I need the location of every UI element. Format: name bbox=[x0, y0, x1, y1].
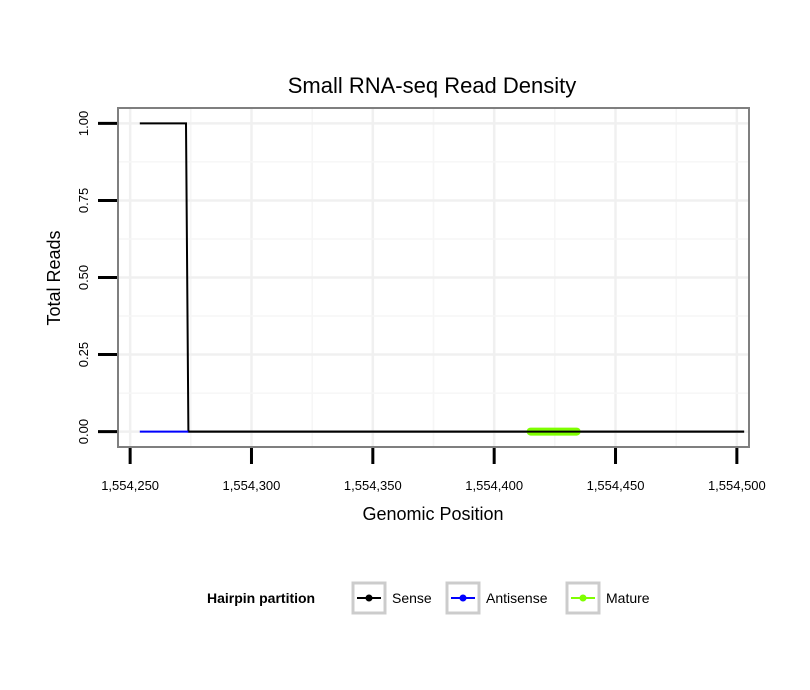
x-axis: 1,554,250 1,554,300 1,554,350 1,554,400 1,55… bbox=[101, 448, 766, 493]
series-lines bbox=[139, 122, 745, 436]
legend-label: Sense bbox=[392, 590, 432, 606]
x-axis-title: Genomic Position bbox=[362, 504, 503, 524]
y-axis-title: Total Reads bbox=[44, 230, 64, 325]
x-tick-label: 1,554,450 bbox=[587, 478, 645, 493]
legend: Hairpin partition Sense Antisense Mature bbox=[207, 581, 650, 615]
grid bbox=[118, 108, 749, 447]
legend-key-point bbox=[459, 594, 467, 602]
legend-label: Mature bbox=[606, 590, 650, 606]
x-tick-label: 1,554,350 bbox=[344, 478, 402, 493]
y-tick-label: 0.25 bbox=[76, 342, 91, 367]
x-tick-label: 1,554,300 bbox=[223, 478, 281, 493]
legend-item-mature: Mature bbox=[565, 581, 650, 615]
legend-key-point bbox=[579, 594, 587, 602]
legend-label: Antisense bbox=[486, 590, 548, 606]
y-tick-label: 0.00 bbox=[76, 419, 91, 444]
x-tick-label: 1,554,500 bbox=[708, 478, 766, 493]
chart-title: Small RNA-seq Read Density bbox=[288, 73, 577, 98]
y-tick-label: 1.00 bbox=[76, 111, 91, 136]
x-tick-label: 1,554,250 bbox=[101, 478, 159, 493]
legend-title: Hairpin partition bbox=[207, 590, 315, 606]
legend-key-point bbox=[365, 594, 373, 602]
y-tick-label: 0.75 bbox=[76, 188, 91, 213]
plot-border bbox=[117, 107, 750, 448]
y-axis: 0.00 0.25 0.50 0.75 1.00 bbox=[76, 111, 117, 444]
y-tick-label: 0.50 bbox=[76, 265, 91, 290]
legend-item-antisense: Antisense bbox=[445, 581, 548, 615]
legend-item-sense: Sense bbox=[351, 581, 432, 615]
x-tick-label: 1,554,400 bbox=[465, 478, 523, 493]
